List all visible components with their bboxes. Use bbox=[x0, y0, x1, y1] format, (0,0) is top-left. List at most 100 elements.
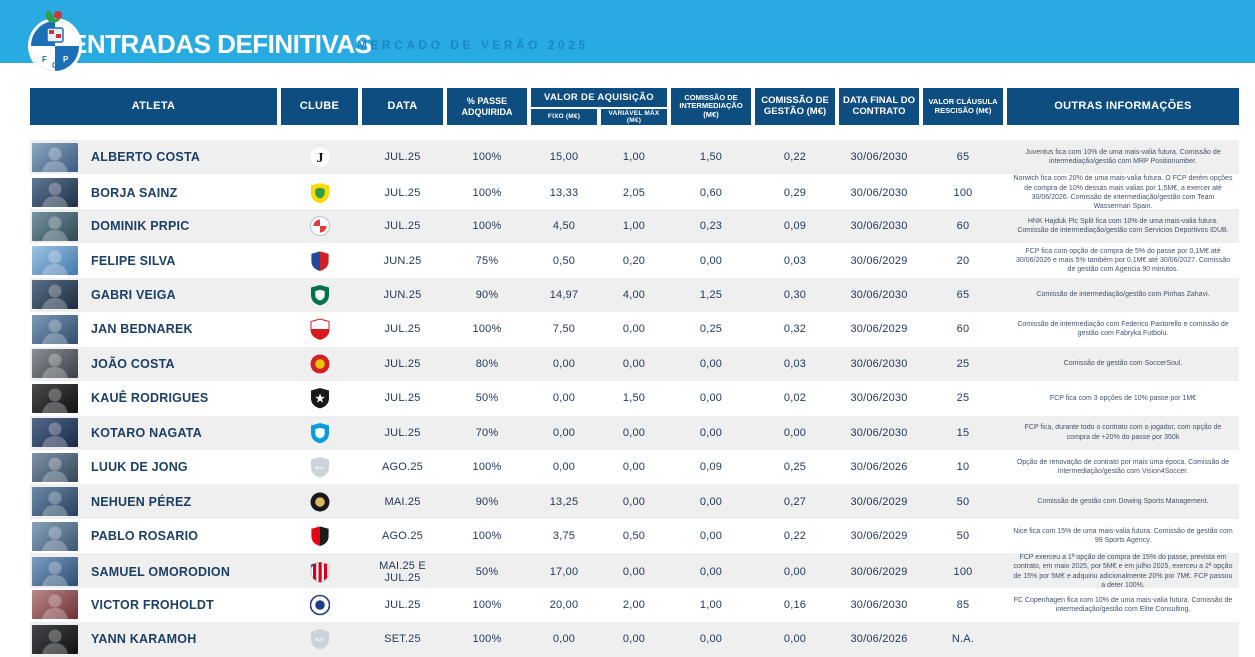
variable-fee: 1,00 bbox=[622, 220, 646, 233]
transfer-date: SET.25 bbox=[384, 633, 421, 646]
other-info: HNK Hajduk Plc Split fica com 10% de uma… bbox=[1017, 217, 1229, 235]
transfer-date: JUL.25 bbox=[384, 357, 421, 370]
variable-fee: 4,00 bbox=[622, 288, 646, 301]
other-info: Nice fica com 15% de uma mais-valia futu… bbox=[1013, 527, 1233, 545]
intermediation-fee: 0,00 bbox=[699, 530, 723, 543]
variable-fee: 1,00 bbox=[622, 151, 646, 164]
table-row: BORJA SAINZ JUL.25 100% 13,33 2,05 0,60 … bbox=[30, 174, 1239, 210]
variable-fee: 2,00 bbox=[622, 598, 646, 611]
player-photo bbox=[32, 246, 78, 276]
variable-fee: 0,00 bbox=[622, 426, 646, 439]
col-header-atleta: ATLETA bbox=[30, 88, 277, 125]
transfer-date: AGO.25 bbox=[382, 461, 423, 474]
estrela-amadora-crest bbox=[281, 353, 358, 375]
release-clause: 65 bbox=[956, 151, 970, 164]
intermediation-fee: 0,00 bbox=[699, 357, 723, 370]
release-clause: 15 bbox=[956, 426, 970, 439]
banner: ENTRADAS DEFINITIVAS MERCADO DE VERÃO 20… bbox=[0, 0, 1255, 63]
table-body: ALBERTO COSTA J JUL.25 100% 15,00 1,00 1… bbox=[30, 140, 1239, 657]
table-row: PABLO ROSARIO AGO.25 100% 3,75 0,50 0,00… bbox=[30, 518, 1239, 554]
transfer-date: JUL.25 bbox=[384, 598, 421, 611]
management-fee: 0,29 bbox=[783, 186, 807, 199]
variable-fee: 0,00 bbox=[622, 323, 646, 336]
player-photo bbox=[32, 142, 78, 172]
col-header-outras-informacoes: OUTRAS INFORMAÇÕES bbox=[1007, 88, 1239, 125]
player-photo bbox=[32, 280, 78, 310]
management-fee: 0,22 bbox=[783, 151, 807, 164]
athlete-name: DOMINIK PRPIC bbox=[91, 219, 190, 234]
other-info: FC Copenhagen fica com 10% de uma mais-v… bbox=[1013, 596, 1233, 613]
management-fee: 0,16 bbox=[783, 598, 807, 611]
pass-percentage: 100% bbox=[472, 220, 502, 233]
table-row: JOÃO COSTA JUL.25 80% 0,00 0,00 0,00 0,0… bbox=[30, 346, 1239, 382]
udinese-crest bbox=[281, 491, 358, 513]
pass-percentage: 100% bbox=[472, 598, 502, 611]
table-row: NEHUEN PÉREZ MAI.25 90% 13,25 0,00 0,00 … bbox=[30, 484, 1239, 519]
col-header-clube: CLUBE bbox=[281, 88, 358, 125]
table-row: ALBERTO COSTA J JUL.25 100% 15,00 1,00 1… bbox=[30, 140, 1239, 175]
col-header-data: DATA bbox=[362, 88, 443, 125]
transfers-table: ATLETA CLUBE DATA % PASSE ADQUIRIDA VALO… bbox=[30, 88, 1239, 657]
transfer-date: JUN.25 bbox=[383, 254, 422, 267]
fixed-fee: 3,75 bbox=[552, 530, 576, 543]
fixed-fee: 0,00 bbox=[552, 633, 576, 646]
col-header-fixo: FIXO (M€) bbox=[531, 109, 597, 125]
table-row: YANN KARAMOH N.A. SET.25 100% 0,00 0,00 … bbox=[30, 622, 1239, 657]
col-header-passe: % PASSE ADQUIRIDA bbox=[447, 88, 527, 125]
player-photo bbox=[32, 211, 78, 241]
player-photo bbox=[32, 383, 78, 413]
management-fee: 0,32 bbox=[783, 323, 807, 336]
release-clause: 100 bbox=[953, 186, 973, 199]
intermediation-fee: 0,00 bbox=[699, 633, 723, 646]
variable-fee: 2,05 bbox=[622, 186, 646, 199]
al-ahli-crest bbox=[281, 284, 358, 306]
contract-end-date: 30/06/2030 bbox=[850, 357, 908, 370]
juventus-crest: J bbox=[281, 146, 358, 168]
variable-fee: 0,00 bbox=[622, 357, 646, 370]
player-photo bbox=[32, 418, 78, 448]
transfer-date: MAI.25 bbox=[384, 495, 421, 508]
intermediation-fee: 1,50 bbox=[699, 151, 723, 164]
athlete-name: VICTOR FROHOLDT bbox=[91, 597, 214, 612]
management-fee: 0,25 bbox=[783, 461, 807, 474]
svg-text:J: J bbox=[316, 151, 323, 166]
fixed-fee: 7,50 bbox=[552, 323, 576, 336]
intermediation-fee: 0,00 bbox=[699, 254, 723, 267]
atletico-madrid-crest bbox=[281, 561, 358, 583]
page-title: ENTRADAS DEFINITIVAS bbox=[70, 29, 372, 59]
player-photo bbox=[32, 521, 78, 551]
contract-end-date: 30/06/2030 bbox=[850, 392, 908, 405]
athlete-name: JAN BEDNAREK bbox=[91, 322, 193, 337]
athlete-name: NEHUEN PÉREZ bbox=[91, 494, 192, 509]
contract-end-date: 30/06/2029 bbox=[850, 254, 908, 267]
table-row: VICTOR FROHOLDT JUL.25 100% 20,00 2,00 1… bbox=[30, 587, 1239, 623]
contract-end-date: 30/06/2030 bbox=[850, 288, 908, 301]
athlete-name: BORJA SAINZ bbox=[91, 185, 178, 200]
management-fee: 0,22 bbox=[783, 530, 807, 543]
transfer-date: MAI.25 E JUL.25 bbox=[379, 559, 426, 584]
athlete-name: PABLO ROSARIO bbox=[91, 529, 199, 544]
other-info: Juventus fica com 10% de uma mais-valia … bbox=[1025, 148, 1221, 166]
release-clause: 10 bbox=[956, 461, 970, 474]
variable-fee: 0,20 bbox=[622, 254, 646, 267]
player-photo bbox=[32, 314, 78, 344]
svg-text:F: F bbox=[42, 55, 47, 64]
intermediation-fee: 0,25 bbox=[699, 323, 723, 336]
management-fee: 0,00 bbox=[783, 426, 807, 439]
other-info: Opção de renovação de contrato por mais … bbox=[1016, 458, 1230, 476]
variable-fee: 0,50 bbox=[622, 530, 646, 543]
management-fee: 0,03 bbox=[783, 254, 807, 267]
svg-text:★: ★ bbox=[315, 393, 325, 405]
pass-percentage: 100% bbox=[472, 461, 502, 474]
variable-fee: 0,00 bbox=[622, 461, 646, 474]
athlete-name: KOTARO NAGATA bbox=[91, 425, 202, 440]
contract-end-date: 30/06/2029 bbox=[850, 530, 908, 543]
fixed-fee: 0,00 bbox=[552, 426, 576, 439]
pass-percentage: 100% bbox=[472, 633, 502, 646]
management-fee: 0,27 bbox=[783, 495, 807, 508]
pass-percentage: 50% bbox=[475, 392, 499, 405]
contract-end-date: 30/06/2030 bbox=[850, 186, 908, 199]
player-photo bbox=[32, 178, 78, 208]
svg-text:C: C bbox=[52, 61, 58, 70]
